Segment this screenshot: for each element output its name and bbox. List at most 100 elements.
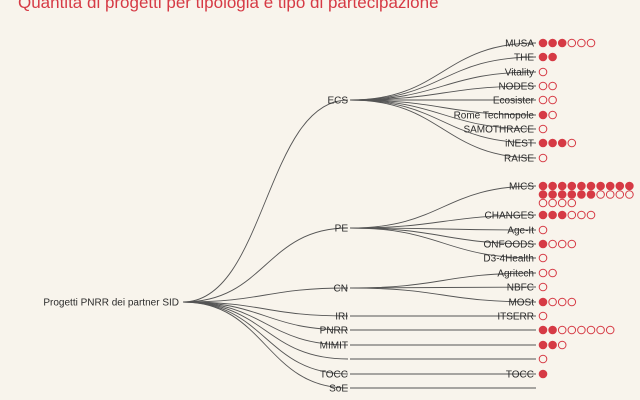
empty-project-dot-musa (577, 38, 586, 48)
empty-project-dot-itserr (538, 311, 548, 321)
filled-project-dot-changes (538, 210, 548, 220)
filled-project-dot-rome-technopole (538, 110, 548, 120)
empty-project-dot-mics (567, 198, 577, 208)
group-to-project-link-nbfc (349, 286, 537, 289)
filled-project-dot-the (538, 52, 548, 62)
project-label-musa: MUSA (505, 39, 534, 50)
empty-project-dot-mics (605, 190, 615, 199)
project-label-ecosister: Ecosister (493, 96, 535, 107)
project-label-d3-4health: D3-4Health (483, 254, 534, 265)
group-to-project-link-samothrace (349, 99, 537, 130)
project-label-rome-technopole: Rome Technopole (454, 111, 535, 122)
group-to-project-link-vitality (349, 71, 537, 101)
filled-project-dot-mics (538, 190, 548, 199)
empty-project-dot-pnrr (567, 325, 577, 335)
group-label-mimit: MIMIT (320, 341, 348, 352)
empty-project-dot-samothrace (538, 124, 548, 134)
empty-project-dot-d3-4health (538, 253, 548, 263)
project-label-age-it: Age-It (507, 226, 534, 237)
filled-project-dot-pnrr (538, 325, 548, 335)
group-to-project-link-the (349, 56, 537, 101)
empty-project-dot-nodes (538, 81, 548, 91)
filled-project-dot-mics (605, 181, 615, 191)
group-to-project-link-mics (349, 185, 537, 229)
empty-project-dot-onfoods (567, 239, 577, 249)
empty-project-dot-unnamed (538, 354, 548, 364)
filled-project-dot-mics (567, 190, 577, 199)
filled-project-dot-mics (538, 181, 548, 191)
filled-project-dot-mics (625, 181, 634, 191)
group-label-ecs: ECS (327, 96, 348, 107)
group-label-soe: SoE (329, 384, 348, 395)
empty-project-dot-pnrr (605, 325, 615, 335)
empty-project-dot-age-it (538, 225, 548, 235)
filled-project-dot-mics (577, 190, 586, 199)
empty-project-dot-mics (615, 190, 625, 199)
root-to-group-link-mimit (182, 301, 349, 346)
empty-project-dot-nodes (548, 81, 557, 91)
empty-project-dot-pnrr (586, 325, 596, 335)
filled-project-dot-mics (557, 181, 567, 191)
filled-project-dot-inest (548, 138, 557, 148)
project-label-vitality: Vitality (505, 68, 534, 79)
project-label-onfoods: ONFOODS (483, 240, 534, 251)
empty-project-dot-musa (567, 38, 577, 48)
empty-project-dot-most (567, 297, 577, 307)
filled-project-dot-the (548, 52, 557, 62)
empty-project-dot-mimit (557, 340, 567, 350)
filled-project-dot-mimit (538, 340, 548, 350)
filled-project-dot-musa (557, 38, 567, 48)
filled-project-dot-mics (596, 181, 605, 191)
root-to-group-link-tocc (182, 301, 349, 375)
group-label-cn: CN (334, 284, 348, 295)
filled-project-dot-mics (567, 181, 577, 191)
filled-project-dot-mics (557, 190, 567, 199)
project-label-tocc: TOCC (506, 370, 534, 381)
empty-project-dot-musa (586, 38, 596, 48)
empty-project-dot-agritech (538, 268, 548, 278)
empty-project-dot-onfoods (548, 239, 557, 249)
root-to-group-link-pnrr (182, 301, 349, 331)
project-label-mics: MICS (509, 182, 534, 193)
root-to-group-link-cn (182, 287, 349, 303)
empty-project-dot-vitality (538, 67, 548, 77)
group-to-project-link-raise (349, 99, 537, 159)
group-to-project-link-most (349, 287, 537, 303)
empty-project-dot-pnrr (557, 325, 567, 335)
project-label-samothrace: SAMOTHRACE (463, 125, 534, 136)
empty-project-dot-agritech (548, 268, 557, 278)
group-to-project-link-inest (349, 99, 537, 144)
chart-title: Quantità di progetti per tipologia e tip… (18, 0, 439, 12)
group-to-project-link-agritech (349, 272, 537, 289)
empty-project-dot-ecosister (548, 95, 557, 105)
empty-project-dot-changes (577, 210, 586, 220)
filled-project-dot-mics (615, 181, 625, 191)
empty-project-dot-most (557, 297, 567, 307)
group-to-project-link-age-it (349, 227, 537, 231)
project-label-itserr: ITSERR (497, 312, 534, 323)
filled-project-dot-mics (548, 190, 557, 199)
empty-project-dot-most (548, 297, 557, 307)
empty-project-dot-mics (548, 198, 557, 208)
filled-project-dot-mics (548, 181, 557, 191)
empty-project-dot-mics (596, 190, 605, 199)
filled-project-dot-mics (586, 181, 596, 191)
filled-project-dot-mimit (548, 340, 557, 350)
root-to-group-link-pe (182, 227, 349, 303)
project-label-nodes: NODES (498, 82, 534, 93)
project-label-agritech: Agritech (497, 269, 534, 280)
filled-project-dot-inest (557, 138, 567, 148)
group-to-project-link-onfoods (349, 227, 537, 245)
root-to-group-link-soe (182, 301, 349, 389)
group-to-project-link-changes (349, 214, 537, 229)
filled-project-dot-musa (548, 38, 557, 48)
filled-project-dot-pnrr (548, 325, 557, 335)
group-label-pnrr: PNRR (320, 326, 348, 337)
filled-project-dot-musa (538, 38, 548, 48)
project-label-inest: iNEST (505, 139, 534, 150)
root-to-group-link-ecs (182, 99, 349, 303)
empty-project-dot-mics (538, 198, 548, 208)
filled-project-dot-inest (538, 138, 548, 148)
empty-project-dot-pnrr (596, 325, 605, 335)
